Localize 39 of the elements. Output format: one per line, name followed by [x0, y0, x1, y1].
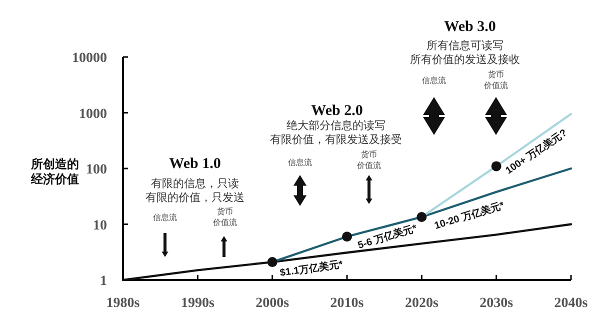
annotation: 有限的信息，只读	[151, 177, 239, 190]
annotation: Web 1.0	[169, 156, 221, 172]
annotation: 信息流	[288, 158, 312, 167]
y-tick-label: 10	[93, 218, 107, 234]
annotation: 信息流	[422, 76, 446, 85]
annotation: 价值流	[212, 218, 237, 227]
y-tick-label: 1	[100, 274, 107, 289]
annotation: 绝大部分信息的读写	[286, 119, 386, 132]
text: Web 3.0	[444, 19, 496, 35]
y-axis-title: 所创造的经济价值	[30, 157, 79, 186]
x-tick-label: 2010s	[330, 296, 364, 311]
annotation: 10-20 万亿美元*	[433, 199, 506, 232]
text: 所有信息可读写	[426, 39, 504, 52]
x-tick-label: 2040s	[554, 296, 588, 311]
x-tick-label: 1990s	[180, 296, 215, 311]
annotation: 价值流	[356, 161, 381, 170]
point	[342, 232, 352, 242]
x-tick-label: 1980s	[106, 296, 140, 311]
x-tick-label: 2000s	[256, 296, 290, 311]
point	[267, 257, 278, 268]
annotation: 有限的价值，只发送	[146, 192, 244, 204]
annotation: 信息流	[153, 213, 177, 222]
annotation: 货币	[217, 207, 233, 216]
annotation: 有限价值，有限发送及接受	[270, 133, 402, 146]
y-tick-label: 1000	[79, 106, 107, 122]
annotation: 货币	[361, 150, 377, 159]
y-tick-label: 100	[86, 162, 107, 178]
annotation: 价值流	[483, 81, 508, 90]
point	[416, 212, 427, 222]
x-tick-label: 2020s	[404, 296, 439, 311]
annotation: 5-6 万亿美元*	[356, 222, 418, 252]
y-tick-label: 10000	[72, 51, 107, 66]
point	[491, 161, 502, 172]
annotation: 100+ 万亿美元?	[503, 126, 570, 177]
annotation: 货币	[488, 70, 504, 79]
annotation: Web 2.0	[311, 103, 363, 119]
annotation: $1.1万亿美元*	[279, 258, 344, 280]
x-tick-label: 2030s	[480, 296, 514, 311]
annotation: 所有价值的发送及接收	[410, 53, 520, 66]
